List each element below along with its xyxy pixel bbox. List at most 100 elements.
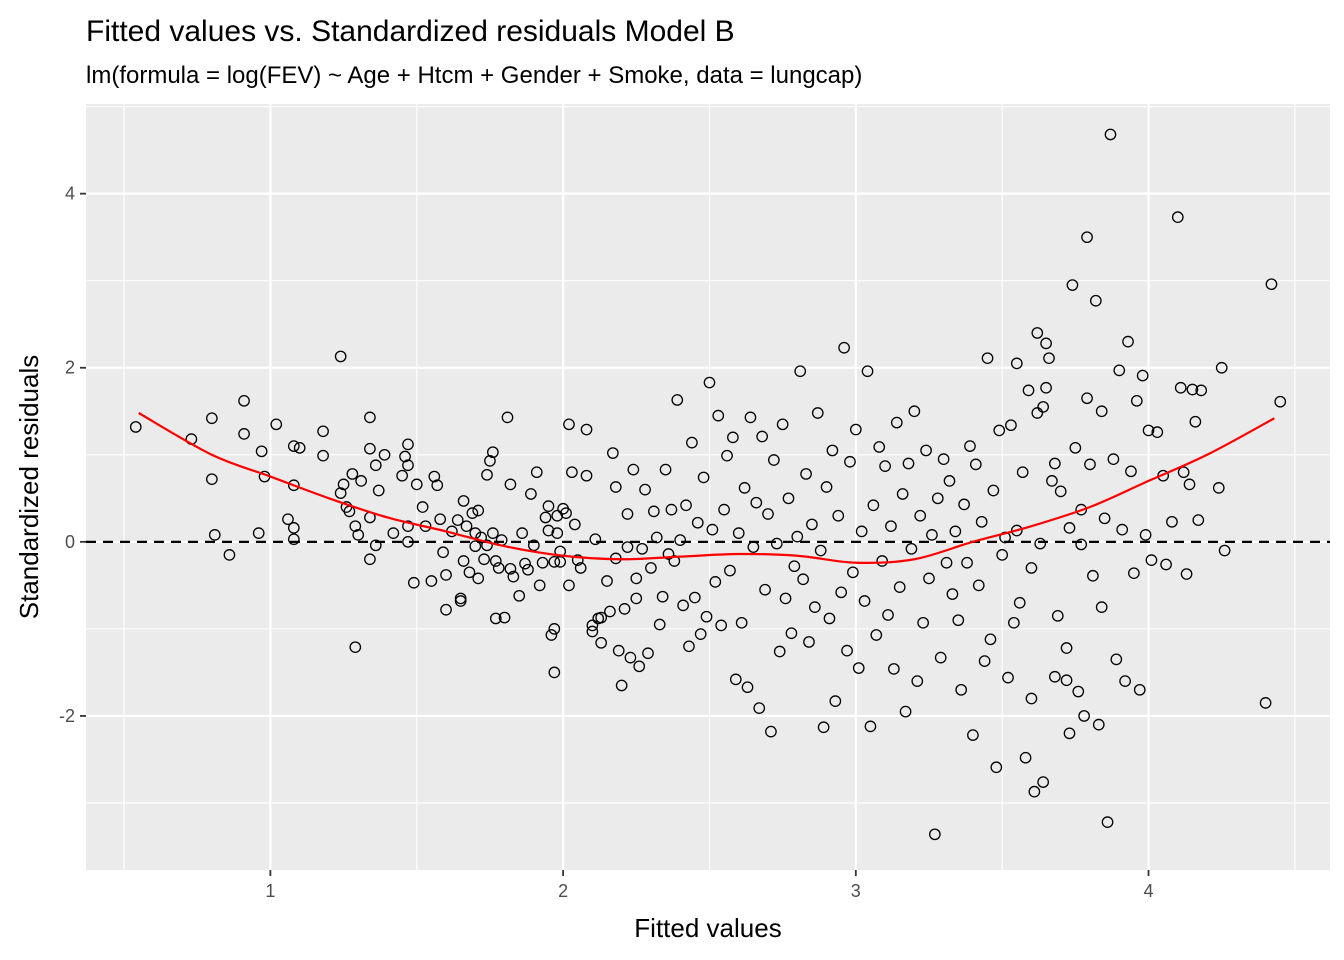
y-tick-label: 2 — [65, 358, 75, 378]
data-point — [425, 575, 438, 587]
data-point — [481, 468, 493, 481]
x-tick-label: 3 — [851, 881, 861, 901]
data-point — [1081, 392, 1093, 405]
data-point — [931, 492, 944, 505]
data-point — [738, 482, 751, 494]
data-point — [902, 457, 915, 470]
data-point — [334, 350, 347, 363]
data-point — [1136, 369, 1149, 382]
data-point — [855, 525, 868, 538]
y-tick-label: 4 — [65, 184, 75, 204]
data-point — [636, 542, 648, 555]
data-point — [589, 533, 602, 546]
data-point — [601, 575, 613, 587]
y-tick-label: 0 — [65, 532, 75, 552]
smooth-curve — [138, 412, 1275, 565]
data-point — [472, 504, 485, 517]
data-point — [1186, 383, 1199, 396]
data-point — [472, 572, 485, 585]
data-point — [1037, 776, 1049, 788]
data-point — [501, 411, 514, 424]
data-point — [964, 440, 976, 452]
data-point — [814, 544, 827, 557]
data-point — [835, 586, 848, 599]
data-point — [811, 407, 824, 419]
data-point — [838, 341, 850, 354]
data-point — [1051, 609, 1064, 622]
data-point — [928, 828, 941, 841]
data-point — [416, 501, 429, 513]
data-point — [864, 720, 877, 733]
data-point — [1101, 816, 1114, 828]
data-point — [407, 576, 420, 589]
data-point — [609, 481, 622, 493]
data-point — [568, 518, 581, 531]
data-point — [852, 662, 865, 674]
data-point — [847, 566, 859, 579]
data-point — [765, 725, 777, 738]
data-point — [516, 527, 528, 539]
data-point — [618, 603, 631, 615]
data-point — [817, 721, 830, 734]
data-point — [785, 627, 798, 640]
data-point — [566, 466, 578, 479]
data-point — [885, 520, 897, 533]
data-point — [940, 556, 953, 569]
data-point — [1265, 278, 1278, 291]
data-point — [694, 628, 707, 640]
data-point — [571, 554, 584, 566]
data-point — [727, 431, 739, 444]
data-point — [1019, 751, 1032, 764]
data-point — [525, 488, 537, 500]
data-point — [369, 459, 382, 472]
data-point — [768, 454, 780, 466]
data-point — [1084, 458, 1096, 471]
data-point — [1166, 515, 1178, 528]
data-point — [858, 595, 871, 607]
data-point — [893, 581, 906, 593]
data-point — [206, 473, 218, 486]
data-point — [975, 515, 988, 528]
data-point — [457, 495, 470, 507]
data-point — [662, 548, 675, 560]
data-point — [542, 500, 555, 512]
x-tick-label: 1 — [265, 881, 275, 901]
data-point — [972, 579, 985, 592]
data-point — [961, 556, 973, 569]
data-point — [504, 478, 517, 491]
data-point — [293, 441, 306, 454]
data-point — [1195, 384, 1208, 397]
data-point — [387, 527, 400, 539]
data-point — [691, 516, 704, 529]
data-point — [1075, 503, 1088, 516]
data-point — [1008, 616, 1020, 629]
data-point — [1040, 337, 1052, 350]
data-point — [800, 468, 812, 480]
data-point — [967, 729, 979, 741]
data-point — [519, 557, 531, 570]
data-point — [513, 589, 526, 602]
data-point — [317, 449, 329, 462]
data-point — [706, 523, 719, 536]
data-point — [437, 546, 449, 559]
data-point — [498, 611, 511, 624]
data-point — [223, 549, 236, 561]
data-point — [996, 549, 1009, 561]
data-point — [1183, 478, 1196, 491]
data-point — [1069, 441, 1082, 454]
data-point — [1060, 642, 1073, 654]
data-point — [1177, 466, 1190, 479]
data-point — [741, 681, 754, 694]
data-point — [469, 540, 482, 553]
data-point — [753, 702, 766, 714]
data-point — [943, 475, 956, 487]
data-point — [563, 418, 575, 431]
data-point — [1031, 327, 1044, 339]
data-point — [797, 573, 809, 586]
data-point — [287, 533, 300, 546]
chart-subtitle: lm(formula = log(FEV) ~ Age + Htcm + Gen… — [86, 62, 862, 89]
data-point — [650, 531, 663, 544]
data-point — [440, 569, 452, 581]
data-point — [402, 438, 414, 451]
data-point — [1189, 415, 1202, 428]
